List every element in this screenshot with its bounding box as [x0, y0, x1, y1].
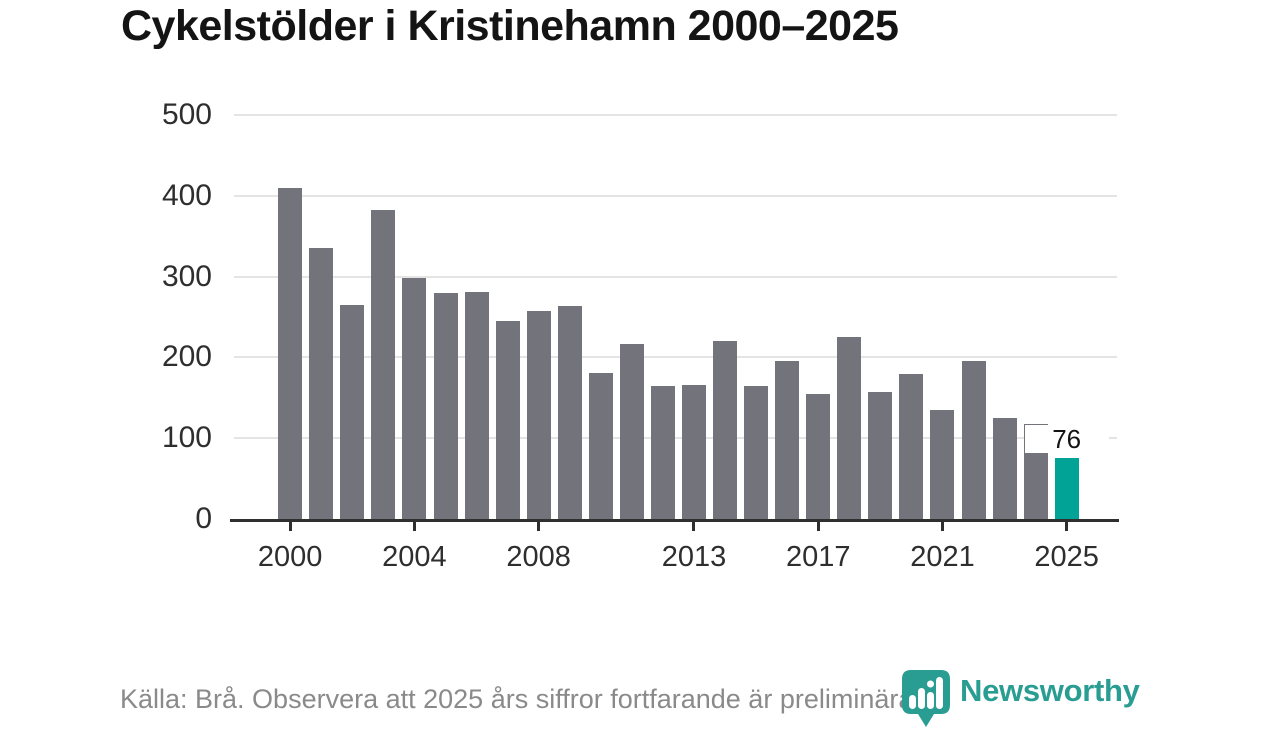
y-tick-label: 100: [161, 421, 212, 455]
bar-2009: [557, 305, 582, 519]
gridline: [234, 356, 1117, 359]
bar-2020: [899, 374, 924, 519]
source-note: Källa: Brå. Observera att 2025 års siffr…: [120, 684, 921, 714]
bar-value-label: 76: [1024, 424, 1109, 453]
x-tick-mark: [1065, 522, 1069, 531]
bar-2005: [433, 292, 458, 519]
x-tick-mark: [692, 522, 696, 531]
x-tick-label: 2021: [910, 541, 975, 573]
y-tick-label: 400: [161, 178, 212, 212]
gridline: [234, 194, 1117, 197]
y-tick-label: 300: [161, 259, 212, 293]
bar-2015: [744, 386, 769, 519]
newsworthy-pin-chart-icon: [902, 670, 950, 727]
gridline: [234, 275, 1117, 278]
bar-2007: [495, 321, 520, 519]
x-tick-label: 2017: [785, 541, 851, 573]
bar-2012: [650, 385, 675, 519]
x-axis-line: [230, 519, 1119, 522]
gridline: [234, 114, 1117, 116]
bar-2000: [278, 187, 303, 519]
bar-2002: [340, 304, 365, 519]
x-tick-label: 2008: [506, 541, 571, 573]
bar-2021: [930, 409, 955, 519]
page-title: Cykelstölder i Kristinehamn 2000–2025: [121, 2, 899, 50]
y-tick-label: 200: [161, 340, 212, 374]
bar-2017: [806, 393, 831, 519]
bar-2011: [619, 343, 644, 519]
logo-wordmark: Newsworthy: [960, 673, 1140, 708]
gridline: [234, 437, 1117, 440]
bar-2004: [402, 278, 427, 519]
bar-2025: [1054, 457, 1079, 519]
bar-2008: [526, 310, 551, 519]
bar-2001: [309, 248, 334, 519]
newsworthy-logo: Newsworthy: [898, 667, 1140, 729]
x-tick-mark: [288, 522, 292, 531]
x-tick-mark: [816, 522, 820, 531]
y-tick-label: 500: [161, 98, 212, 131]
x-tick-label: 2013: [661, 541, 727, 573]
y-tick-label: 0: [195, 502, 212, 535]
x-tick-label: 2004: [382, 541, 447, 573]
x-tick-mark: [412, 522, 416, 531]
bar-2014: [713, 341, 738, 519]
x-tick-label: 2025: [1034, 541, 1099, 573]
bar-2023: [992, 418, 1017, 519]
bar-2019: [868, 392, 893, 519]
bar-2013: [681, 384, 706, 519]
bar-2010: [588, 372, 613, 519]
bar-2003: [371, 210, 396, 519]
bar-2006: [464, 291, 489, 519]
bar-2016: [775, 360, 800, 519]
bar-2018: [837, 337, 862, 519]
bar-2022: [961, 361, 986, 519]
x-tick-mark: [537, 522, 541, 531]
x-tick-label: 2000: [257, 541, 323, 573]
x-tick-mark: [940, 522, 944, 531]
